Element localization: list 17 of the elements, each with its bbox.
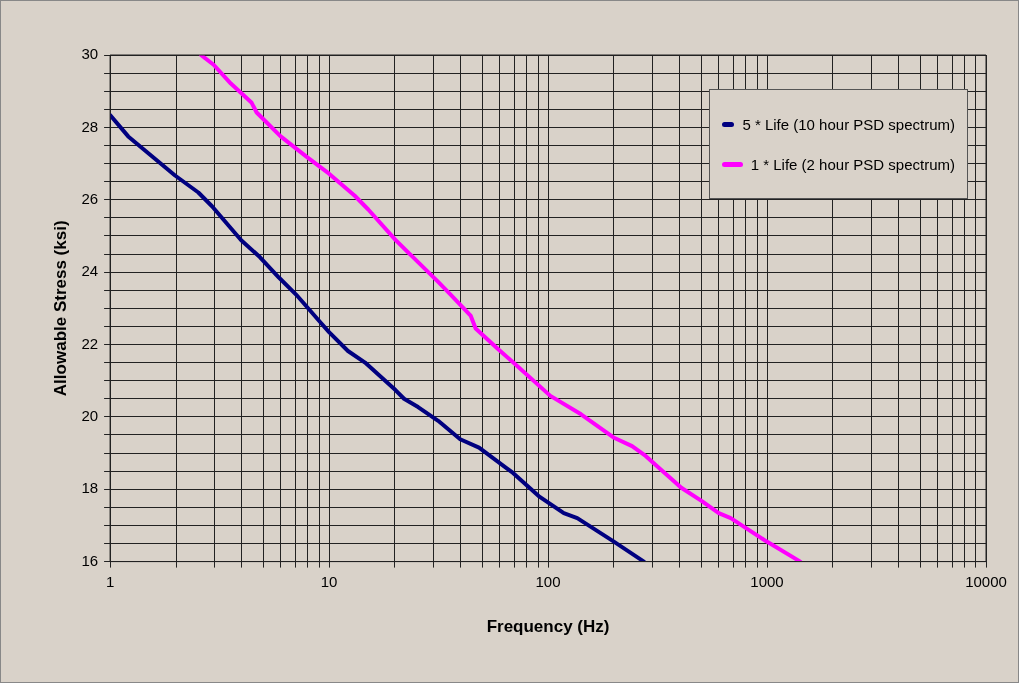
y-tick-label: 28 (81, 117, 99, 135)
y-tick-label: 20 (81, 407, 99, 424)
legend-label: 5 * Life (10 hour PSD spectrum) (742, 115, 955, 133)
y-tick-label: 18 (81, 479, 99, 497)
x-tick-label: 1 (105, 572, 115, 590)
y-tick-label: 26 (81, 189, 99, 207)
y-tick-label: 22 (81, 334, 99, 352)
y-tick-label: 30 (81, 45, 99, 63)
x-tick-label: 10000 (965, 572, 1007, 590)
x-tick-label: 1000 (750, 572, 784, 590)
x-tick-label: 100 (535, 572, 561, 590)
x-axis-title: Frequency (Hz) (486, 617, 610, 637)
y-tick-label: 24 (81, 262, 99, 280)
y-tick-label: 16 (81, 551, 99, 569)
legend-label: 1 * Life (2 hour PSD spectrum) (750, 155, 955, 173)
x-tick-label: 10 (320, 572, 338, 590)
y-axis-title: Allowable Stress (ksi) (50, 220, 70, 397)
